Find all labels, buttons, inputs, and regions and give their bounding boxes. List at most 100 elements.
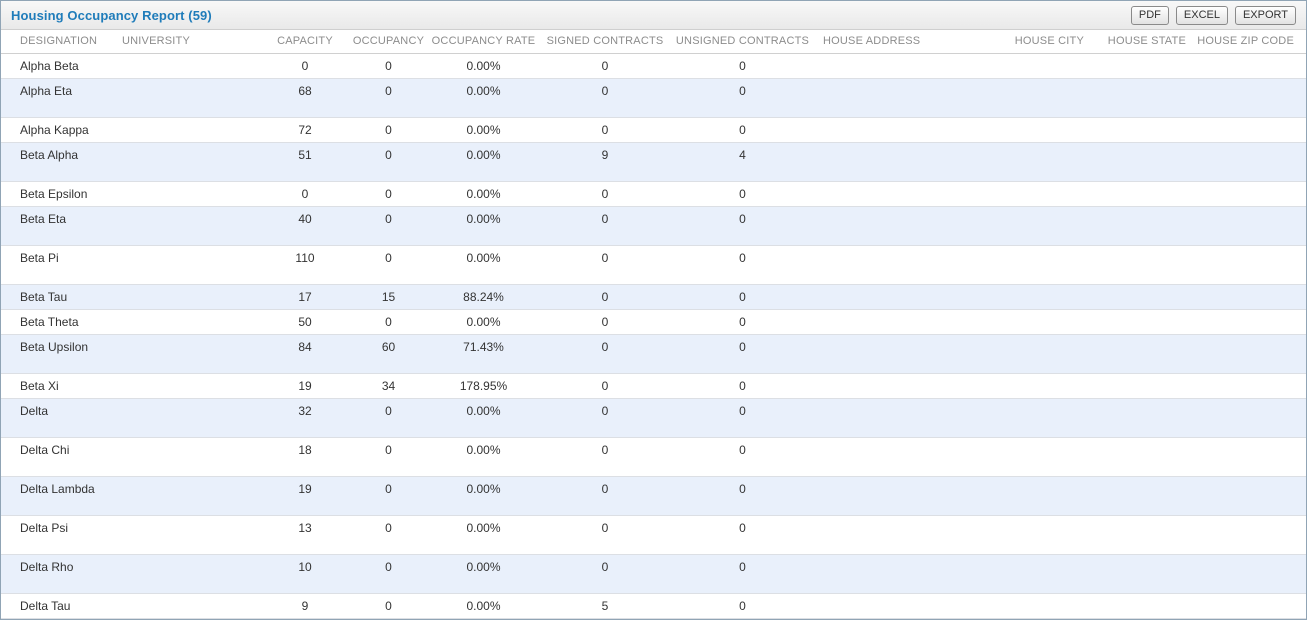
cell-unsigned_contracts: 0 xyxy=(739,123,746,137)
cell-university xyxy=(116,594,259,618)
cell-unsigned_contracts: 0 xyxy=(739,315,746,329)
cell-university xyxy=(116,438,259,476)
cell-house_city xyxy=(1006,477,1091,515)
cell-house_state xyxy=(1091,555,1191,593)
table-row[interactable]: Beta Theta 50 0 0.00% 0 0 xyxy=(1,310,1306,335)
pdf-button[interactable]: PDF xyxy=(1130,5,1169,25)
table-row[interactable]: Delta Rho 10 0 0.00% 0 0 xyxy=(1,555,1306,594)
cell-house_city xyxy=(1006,438,1091,476)
cell-house_city xyxy=(1006,207,1091,245)
cell-unsigned_contracts: 0 xyxy=(739,560,746,574)
cell-capacity: 51 xyxy=(298,148,312,162)
cell-occupancy: 0 xyxy=(385,521,392,535)
cell-designation: Delta Psi xyxy=(20,521,69,535)
cell-house_zip xyxy=(1191,285,1306,309)
cell-signed_contracts: 0 xyxy=(601,521,609,535)
cell-capacity: 40 xyxy=(298,212,312,226)
cell-capacity: 10 xyxy=(298,560,312,574)
cell-house_state xyxy=(1091,207,1191,245)
cell-capacity: 17 xyxy=(298,290,312,304)
column-header-designation[interactable]: DESIGNATION xyxy=(20,35,98,47)
cell-signed_contracts: 0 xyxy=(601,315,609,329)
column-header-unsigned_contracts[interactable]: UNSIGNED CONTRACTS xyxy=(675,35,810,47)
cell-signed_contracts: 0 xyxy=(601,187,609,201)
cell-designation: Beta Upsilon xyxy=(20,340,89,354)
cell-signed_contracts: 0 xyxy=(601,84,609,98)
cell-house_address xyxy=(816,182,1006,206)
cell-occupancy: 0 xyxy=(385,123,392,137)
cell-unsigned_contracts: 0 xyxy=(739,482,746,496)
table-row[interactable]: Delta Psi 13 0 0.00% 0 0 xyxy=(1,516,1306,555)
cell-capacity: 19 xyxy=(298,379,312,393)
header-row: DESIGNATION UNIVERSITY CAPACITY OCCUPANCY OC… xyxy=(1,30,1306,54)
cell-occupancy_rate: 0.00% xyxy=(466,443,501,457)
column-header-occupancy[interactable]: OCCUPANCY xyxy=(352,35,425,47)
cell-designation: Delta xyxy=(20,404,49,418)
cell-house_zip xyxy=(1191,207,1306,245)
cell-occupancy_rate: 0.00% xyxy=(466,251,501,265)
cell-house_city xyxy=(1006,246,1091,284)
cell-house_address xyxy=(816,207,1006,245)
table-row[interactable]: Beta Tau 17 15 88.24% 0 0 xyxy=(1,285,1306,310)
column-header-capacity[interactable]: CAPACITY xyxy=(277,35,333,47)
cell-unsigned_contracts: 0 xyxy=(739,379,746,393)
cell-house_address xyxy=(816,54,1006,78)
cell-house_zip xyxy=(1191,246,1306,284)
cell-house_zip xyxy=(1191,54,1306,78)
column-header-house_zip[interactable]: HOUSE ZIP CODE xyxy=(1197,35,1294,47)
column-header-university[interactable]: UNIVERSITY xyxy=(122,35,191,47)
table-row[interactable]: Beta Eta 40 0 0.00% 0 0 xyxy=(1,207,1306,246)
column-header-house_city[interactable]: HOUSE CITY xyxy=(1014,35,1084,47)
cell-signed_contracts: 0 xyxy=(601,404,609,418)
cell-occupancy: 60 xyxy=(381,340,396,354)
cell-capacity: 19 xyxy=(298,482,312,496)
table-row[interactable]: Alpha Eta 68 0 0.00% 0 0 xyxy=(1,79,1306,118)
cell-designation: Alpha Kappa xyxy=(20,123,89,137)
cell-university xyxy=(116,399,259,437)
cell-capacity: 32 xyxy=(298,404,312,418)
cell-occupancy: 0 xyxy=(385,404,392,418)
excel-button[interactable]: EXCEL xyxy=(1175,5,1228,25)
cell-house_address xyxy=(816,118,1006,142)
cell-house_state xyxy=(1091,516,1191,554)
export-button[interactable]: EXPORT xyxy=(1234,5,1296,25)
cell-occupancy: 0 xyxy=(385,148,392,162)
table-row[interactable]: Beta Alpha 51 0 0.00% 9 4 xyxy=(1,143,1306,182)
cell-house_address xyxy=(816,594,1006,618)
cell-signed_contracts: 0 xyxy=(601,340,609,354)
cell-university xyxy=(116,335,259,373)
cell-university xyxy=(116,79,259,117)
table-row[interactable]: Beta Epsilon 0 0 0.00% 0 0 xyxy=(1,182,1306,207)
table-row[interactable]: Delta Chi 18 0 0.00% 0 0 xyxy=(1,438,1306,477)
cell-house_zip xyxy=(1191,118,1306,142)
table-row[interactable]: Delta 32 0 0.00% 0 0 xyxy=(1,399,1306,438)
table-row[interactable]: Beta Xi 19 34 178.95% 0 0 xyxy=(1,374,1306,399)
cell-house_zip xyxy=(1191,310,1306,334)
cell-house_zip xyxy=(1191,594,1306,618)
table-row[interactable]: Alpha Beta 0 0 0.00% 0 0 xyxy=(1,54,1306,79)
cell-unsigned_contracts: 0 xyxy=(739,187,746,201)
cell-unsigned_contracts: 0 xyxy=(739,404,746,418)
cell-house_state xyxy=(1091,399,1191,437)
column-header-signed_contracts[interactable]: SIGNED CONTRACTS xyxy=(546,35,664,47)
cell-house_address xyxy=(816,374,1006,398)
table-row[interactable]: Beta Upsilon 84 60 71.43% 0 0 xyxy=(1,335,1306,374)
cell-capacity: 0 xyxy=(301,59,309,73)
cell-house_state xyxy=(1091,310,1191,334)
column-header-house_state[interactable]: HOUSE STATE xyxy=(1107,35,1186,47)
cell-signed_contracts: 0 xyxy=(601,123,609,137)
cell-house_city xyxy=(1006,555,1091,593)
cell-university xyxy=(116,555,259,593)
cell-house_state xyxy=(1091,143,1191,181)
table-row[interactable]: Delta Lambda 19 0 0.00% 0 0 xyxy=(1,477,1306,516)
table-row[interactable]: Beta Pi 110 0 0.00% 0 0 xyxy=(1,246,1306,285)
cell-house_address xyxy=(816,399,1006,437)
column-header-house_address[interactable]: HOUSE ADDRESS xyxy=(823,35,921,47)
cell-house_zip xyxy=(1191,79,1306,117)
cell-house_state xyxy=(1091,374,1191,398)
table-row[interactable]: Delta Tau 9 0 0.00% 5 0 xyxy=(1,594,1306,619)
table-row[interactable]: Alpha Kappa 72 0 0.00% 0 0 xyxy=(1,118,1306,143)
cell-designation: Delta Rho xyxy=(20,560,74,574)
column-header-occupancy_rate[interactable]: OCCUPANCY RATE xyxy=(431,35,536,47)
cell-designation: Beta Eta xyxy=(20,212,67,226)
